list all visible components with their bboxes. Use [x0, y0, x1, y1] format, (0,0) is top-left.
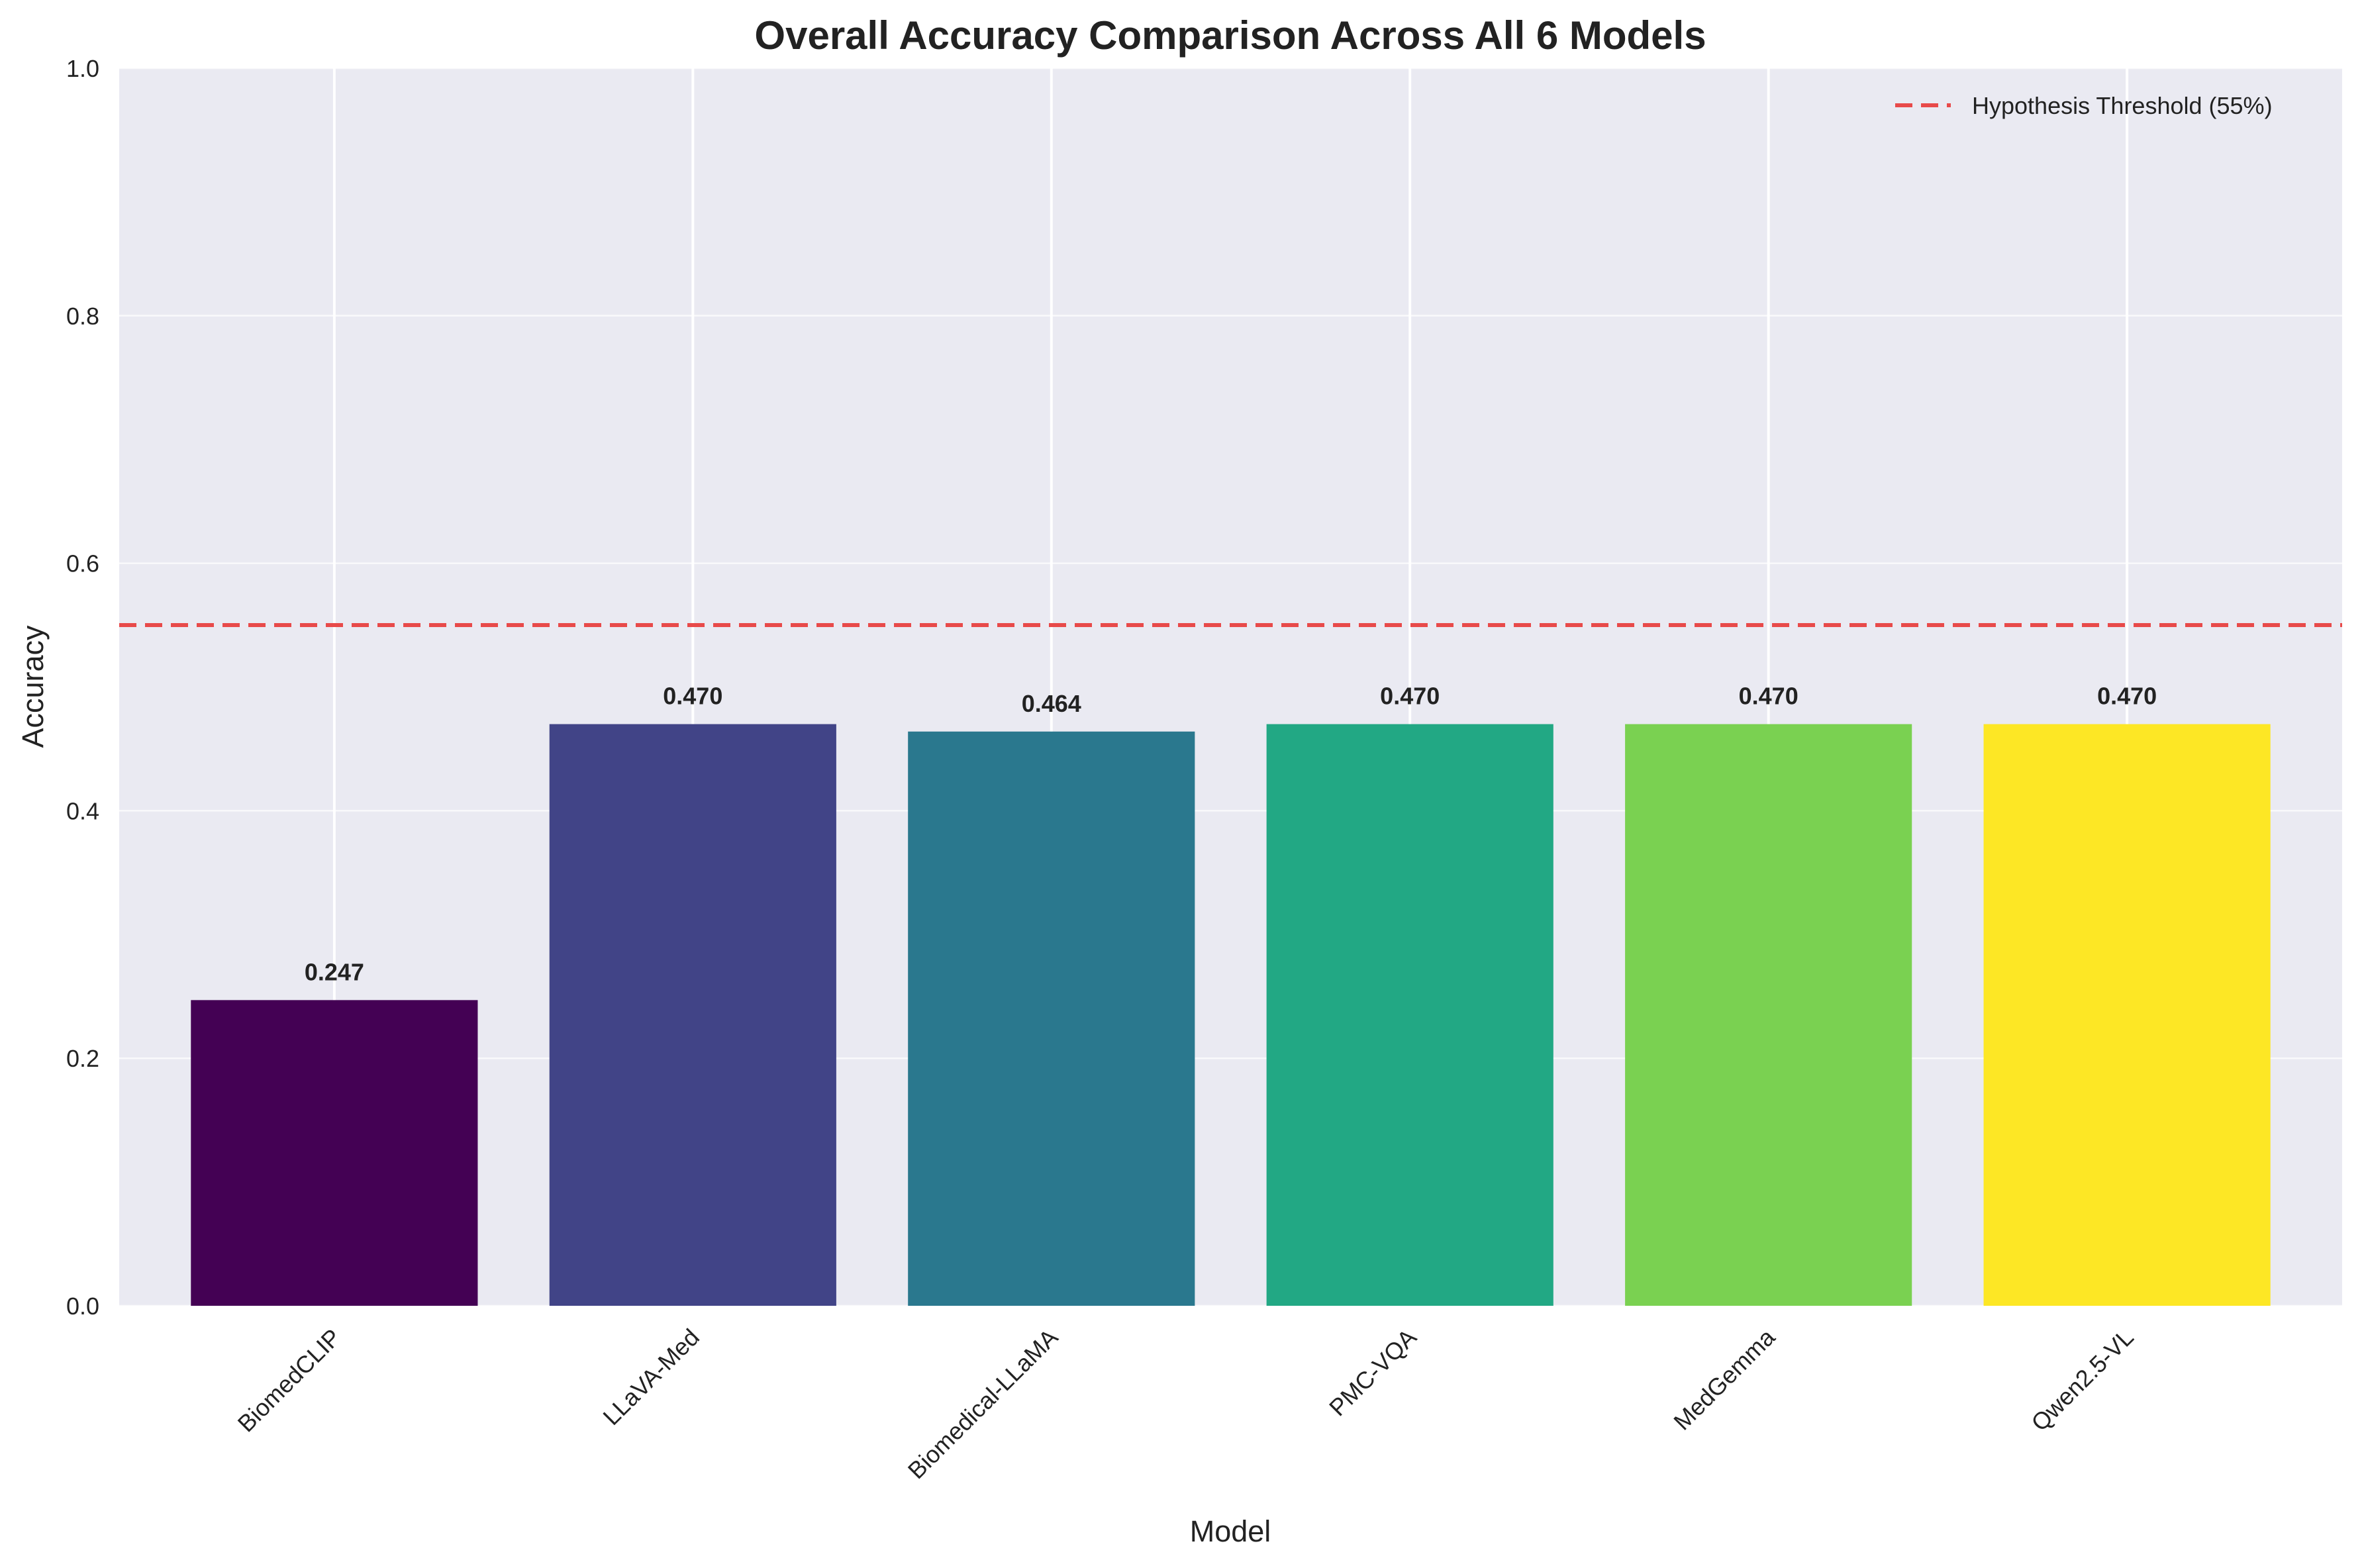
- y-axis-label: Accuracy: [16, 625, 50, 748]
- y-tick-label: 0.6: [66, 550, 99, 577]
- legend: Hypothesis Threshold (55%): [1895, 92, 2273, 119]
- bar: [1625, 724, 1912, 1306]
- x-tick-label: LLaVA-Med: [597, 1324, 705, 1431]
- bar-value-label: 0.464: [1022, 690, 1081, 717]
- x-tick-label: BiomedCLIP: [232, 1324, 346, 1438]
- x-tick-labels: BiomedCLIP LLaVA-Med Biomedical-LLaMA PMC-V…: [232, 1323, 2139, 1484]
- bar: [191, 1000, 478, 1306]
- bar: [549, 724, 836, 1306]
- bar-value-label: 0.470: [1739, 683, 1798, 710]
- y-tick-label: 0.0: [66, 1293, 99, 1320]
- x-tick-label: Biomedical-LLaMA: [903, 1324, 1063, 1485]
- y-tick-label: 0.8: [66, 303, 99, 330]
- bar: [908, 731, 1195, 1306]
- bar-value-label: 0.470: [663, 683, 722, 710]
- x-tick-label: PMC-VQA: [1324, 1324, 1422, 1422]
- bar-value-label: 0.470: [2097, 683, 2157, 710]
- plot-area: [119, 68, 2342, 1306]
- bar-value-label: 0.247: [305, 958, 364, 985]
- x-tick-label: Qwen2.5-VL: [2026, 1324, 2138, 1436]
- bar: [1266, 724, 1553, 1306]
- y-tick-label: 0.2: [66, 1045, 99, 1072]
- chart-title: Overall Accuracy Comparison Across All 6…: [754, 13, 1706, 58]
- legend-threshold-label: Hypothesis Threshold (55%): [1972, 92, 2273, 119]
- x-tick-label: MedGemma: [1668, 1323, 1781, 1436]
- bar-value-label: 0.470: [1380, 683, 1440, 710]
- y-tick-label: 1.0: [66, 55, 99, 82]
- y-tick-label: 0.4: [66, 797, 99, 824]
- value-labels: 0.247 0.470 0.464 0.470 0.470 0.470: [305, 683, 2157, 986]
- y-tick-labels: 0.0 0.2 0.4 0.6 0.8 1.0: [66, 55, 99, 1320]
- bars: [191, 724, 2271, 1306]
- bar: [1983, 724, 2271, 1306]
- x-axis-label: Model: [1190, 1514, 1271, 1548]
